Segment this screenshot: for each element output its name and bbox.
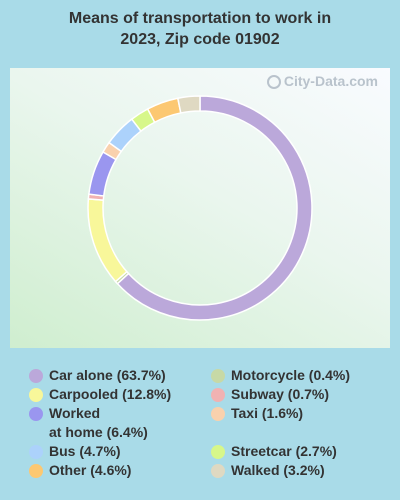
legend-label: Other (4.6%) (49, 462, 132, 478)
legend-swatch (29, 407, 43, 421)
plot-area: City-Data.com (10, 68, 390, 348)
donut-slice-8 (146, 97, 182, 124)
legend-label: Taxi (1.6%) (231, 405, 304, 421)
chart-title: Means of transportation to work in 2023,… (0, 8, 400, 50)
donut-slice-0 (116, 95, 313, 321)
watermark-text: City-Data.com (283, 73, 378, 89)
legend-label: Streetcar (2.7%) (231, 443, 337, 459)
donut-slice-9 (176, 95, 201, 114)
legend-label: Bus (4.7%) (49, 443, 121, 459)
legend-label: Carpooled (12.8%) (49, 386, 172, 402)
legend-label: Motorcycle (0.4%) (231, 367, 351, 383)
legend-swatch (29, 369, 43, 383)
donut-slice-2 (87, 198, 128, 283)
legend-swatch (29, 464, 43, 478)
legend-swatch (211, 407, 225, 421)
watermark: City-Data.com (266, 73, 378, 89)
search-icon (266, 75, 281, 89)
legend-swatch (29, 388, 43, 402)
legend: Car alone (63.7%) Carpooled (12.8%) Worked… (0, 366, 400, 496)
legend-label: Walked (3.2%) (231, 462, 325, 478)
chart-title-line-2: 2023, Zip code 01902 (120, 31, 280, 48)
legend-swatch (211, 464, 225, 478)
legend-swatch (211, 445, 225, 459)
legend-label: Subway (0.7%) (231, 386, 330, 402)
legend-swatch (29, 445, 43, 459)
chart-title-line-1: Means of transportation to work in (68, 10, 332, 27)
legend-label: Worked at home (6.4%) (49, 405, 148, 440)
donut-slice-4 (88, 150, 118, 197)
legend-swatch (211, 369, 225, 383)
legend-swatch (211, 388, 225, 402)
donut-chart (87, 95, 313, 321)
legend-label: Car alone (63.7%) (49, 367, 166, 383)
